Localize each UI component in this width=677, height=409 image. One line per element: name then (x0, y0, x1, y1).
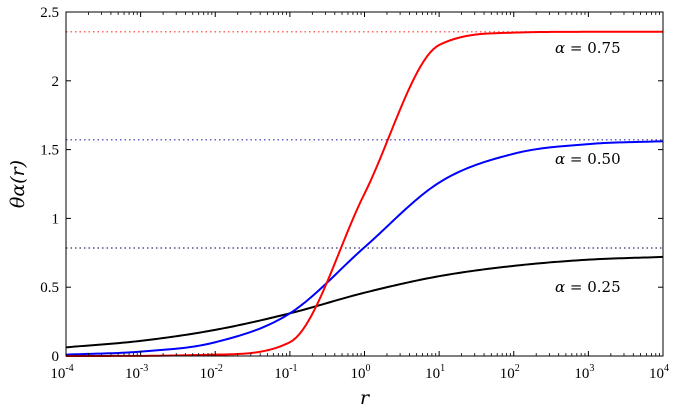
y-tick-label: 1 (52, 211, 60, 227)
asymptote-lines (66, 31, 663, 249)
series-line-1 (65, 140, 664, 356)
y-tick-label: 2.5 (40, 5, 59, 21)
curve-annotation: α = 0.25 (555, 278, 621, 296)
curve-annotation: α = 0.75 (555, 39, 621, 57)
x-tick-label: 102 (500, 363, 520, 382)
series-line-2 (66, 30, 663, 357)
curve-annotations: α = 0.75 α = 0.50 α = 0.25 (555, 39, 621, 296)
y-tick-label: 2 (52, 74, 60, 90)
series-lines (65, 30, 664, 357)
plot-frame (65, 11, 664, 357)
series-line-0 (65, 255, 664, 349)
y-axis-label: θα(r) (7, 160, 29, 208)
axis-ticks: 10-4 10-3 10-2 10-1 100 101 102 103 104 0 0.5 1 1.5 2… (40, 5, 669, 382)
x-tick-label: 100 (351, 363, 371, 382)
y-tick-label: 0.5 (40, 280, 59, 296)
x-axis-label: r (360, 387, 371, 409)
x-tick-label: 10-4 (50, 363, 73, 382)
y-tick-label: 0 (52, 349, 60, 365)
x-tick-label: 10-2 (200, 363, 223, 382)
x-tick-label: 101 (425, 363, 445, 382)
x-tick-label: 10-3 (125, 363, 148, 382)
x-tick-label: 103 (574, 363, 594, 382)
x-tick-label: 10-1 (274, 363, 297, 382)
x-tick-label: 104 (649, 363, 669, 382)
curve-annotation: α = 0.50 (555, 150, 621, 168)
y-tick-label: 1.5 (40, 143, 59, 159)
